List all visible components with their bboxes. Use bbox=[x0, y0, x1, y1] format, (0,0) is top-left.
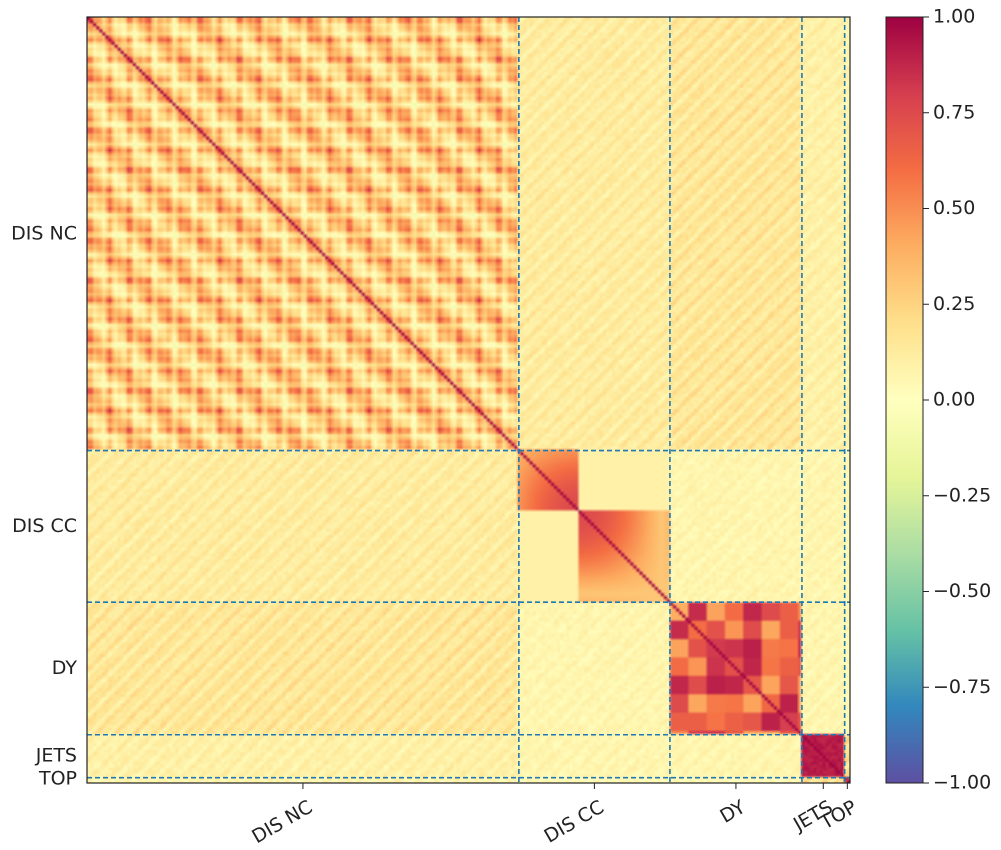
colorbar-tick-label: −0.25 bbox=[933, 484, 991, 506]
x-tick-label-dis-nc: DIS NC bbox=[248, 796, 316, 848]
y-tick-label-top: TOP bbox=[38, 768, 77, 790]
colorbar-ticks: 1.00 0.75 0.50 0.25 0.00 −0.25 −0.50 −0.75 −1.00 bbox=[923, 6, 991, 794]
colorbar-tick-label: 0.25 bbox=[933, 293, 975, 315]
y-tick-label-jets: JETS bbox=[35, 745, 77, 767]
heatmap-cells bbox=[87, 17, 850, 783]
colorbar-tick-label: 0.50 bbox=[933, 197, 975, 219]
colorbar-tick-label: −0.50 bbox=[933, 580, 991, 602]
block-dividers bbox=[87, 17, 850, 783]
x-tick-label-dy: DY bbox=[716, 796, 749, 828]
plot-frame bbox=[86, 16, 851, 784]
colorbar-tick-label: 1.00 bbox=[933, 6, 975, 28]
colorbar-tick-label: −1.00 bbox=[933, 772, 991, 794]
colorbar-tick-label: −0.75 bbox=[933, 676, 991, 698]
colorbar-tick-label: 0.00 bbox=[933, 389, 975, 411]
y-tick-label-dy: DY bbox=[52, 657, 78, 679]
colorbar-gradient bbox=[885, 16, 924, 784]
y-tick-label-dis-nc: DIS NC bbox=[11, 222, 77, 244]
heatmap-image bbox=[87, 17, 850, 783]
colorbar: 1.00 0.75 0.50 0.25 0.00 −0.25 −0.50 −0.75 −1.00 bbox=[885, 6, 991, 794]
y-tick-label-dis-cc: DIS CC bbox=[12, 515, 77, 537]
colorbar-tick-label: 0.75 bbox=[933, 101, 975, 123]
x-tick-label-dis-cc: DIS CC bbox=[541, 796, 608, 847]
